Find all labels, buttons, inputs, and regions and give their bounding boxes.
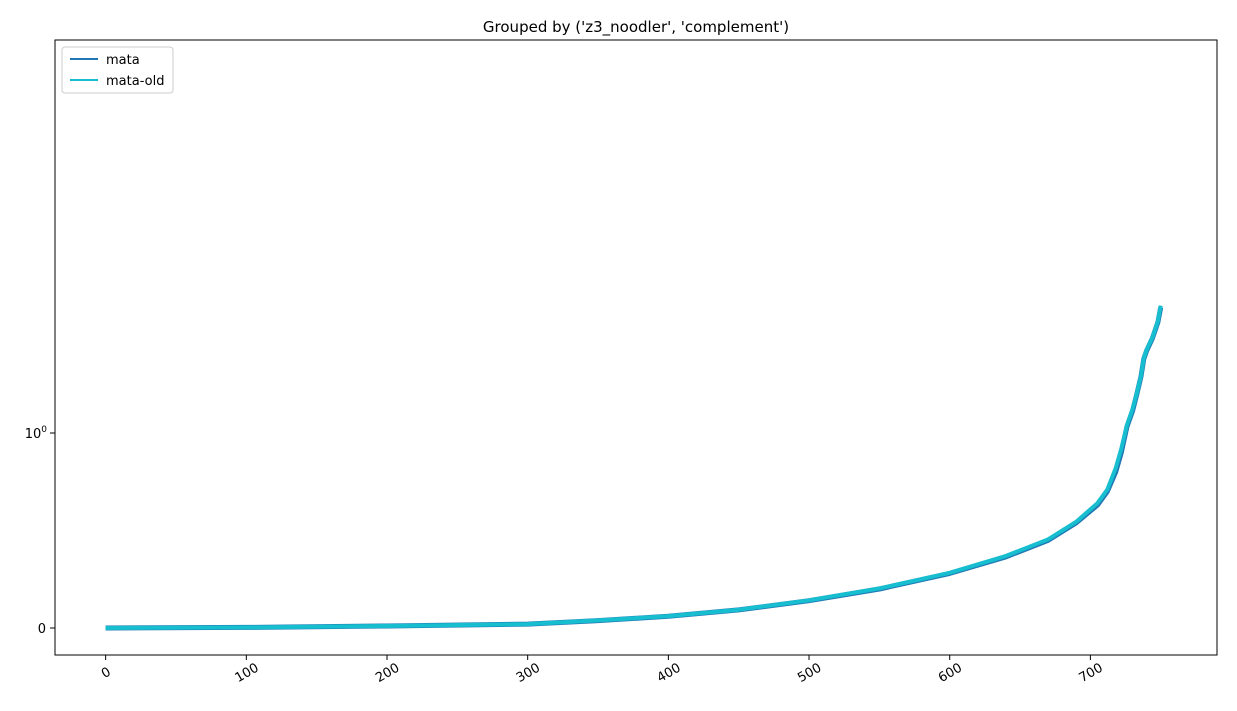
chart-title: Grouped by ('z3_noodler', 'complement') [483, 18, 789, 37]
series-line-mata-old [105, 305, 1163, 630]
y-axis-ticks: 0 100 [25, 425, 55, 637]
series-layer [105, 305, 1164, 631]
y-tick-label: 100 [25, 425, 48, 442]
legend-label-mata-old: mata-old [106, 74, 164, 89]
plot-area [55, 40, 1217, 655]
legend-label-mata: mata [106, 53, 140, 68]
y-tick-label: 0 [38, 622, 46, 637]
plot-frame [54, 39, 1218, 656]
legend: mata mata-old [61, 46, 174, 94]
